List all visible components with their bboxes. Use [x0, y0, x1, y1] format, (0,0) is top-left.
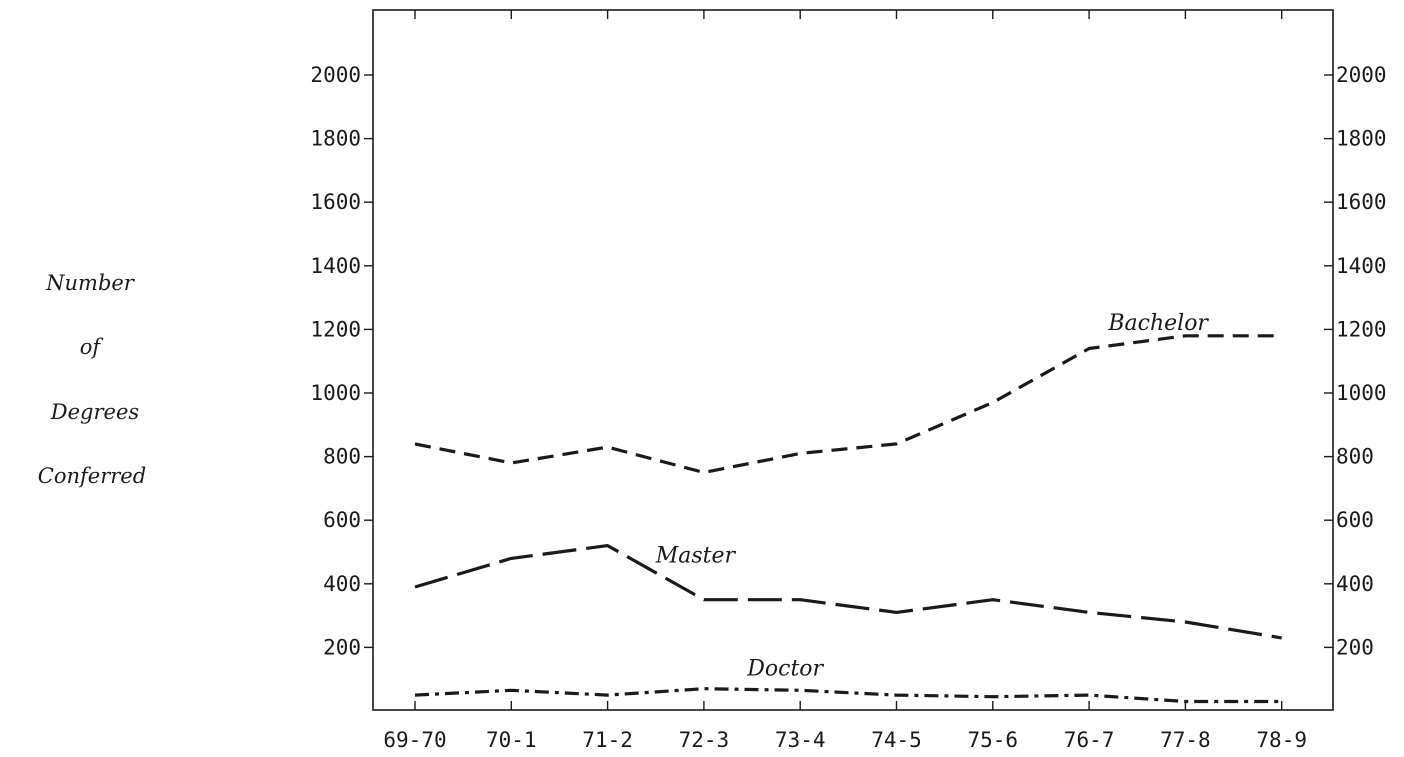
x-tick-label: 76-7 — [1064, 728, 1115, 752]
y-tick-label-left: 600 — [323, 508, 361, 532]
y-tick-label-left: 400 — [323, 572, 361, 596]
y-tick-label-left: 200 — [323, 635, 361, 659]
series-label-bachelor: Bachelor — [1107, 311, 1209, 336]
x-tick-label: 69-70 — [383, 728, 446, 752]
x-tick-label: 74-5 — [871, 728, 922, 752]
series-lines — [414, 334, 1282, 704]
y-tick-label-right: 600 — [1336, 508, 1374, 532]
x-tick-label: 70-1 — [486, 728, 537, 752]
y-axis-title-line: Degrees — [50, 400, 140, 424]
y-axis-title-line: of — [80, 335, 104, 359]
series-line-bachelor — [414, 334, 1282, 475]
y-tick-label-right: 1000 — [1336, 381, 1387, 405]
x-tick-label: 71-2 — [582, 728, 633, 752]
y-tick-label-right: 1600 — [1336, 190, 1387, 214]
x-tick-label: 77-8 — [1160, 728, 1211, 752]
series-label-master: Master — [655, 544, 737, 569]
y-tick-label-right: 1200 — [1336, 317, 1387, 341]
axis-ticks — [364, 10, 1333, 710]
y-axis-title: Number of Degrees Conferred — [38, 271, 146, 488]
y-tick-label-left: 2000 — [310, 63, 361, 87]
y-tick-label-left: 800 — [323, 445, 361, 469]
x-tick-label: 73-4 — [775, 728, 826, 752]
y-tick-label-left: 1600 — [310, 190, 361, 214]
series-line-master — [414, 543, 1282, 640]
x-tick-label: 75-6 — [968, 728, 1019, 752]
y-axis-left-labels: 200 400 600 800 1000 1200 1400 1600 1800 2000 — [310, 63, 361, 659]
x-tick-label: 78-9 — [1256, 728, 1307, 752]
x-tick-label: 72-3 — [679, 728, 730, 752]
x-axis-labels: 69-70 70-1 71-2 72-3 73-4 74-5 75-6 76-7 77-8 78-… — [383, 728, 1307, 752]
series-label-doctor: Doctor — [746, 656, 824, 681]
y-tick-label-right: 1400 — [1336, 254, 1387, 278]
y-tick-label-right: 200 — [1336, 635, 1374, 659]
y-axis-title-line: Conferred — [38, 464, 146, 488]
y-axis-right-labels: 200 400 600 800 1000 1200 1400 1600 1800 2000 — [1336, 63, 1387, 659]
plot-frame — [372, 9, 1334, 711]
y-tick-label-left: 1200 — [310, 317, 361, 341]
y-tick-label-right: 800 — [1336, 445, 1374, 469]
y-tick-label-left: 1400 — [310, 254, 361, 278]
y-tick-label-left: 1000 — [310, 381, 361, 405]
series-labels: Bachelor Master Doctor — [655, 311, 1210, 682]
series-line-doctor — [414, 687, 1282, 704]
y-axis-title-line: Number — [45, 271, 136, 295]
y-tick-label-right: 2000 — [1336, 63, 1387, 87]
y-tick-label-left: 1800 — [310, 127, 361, 151]
y-tick-label-right: 400 — [1336, 572, 1374, 596]
y-tick-label-right: 1800 — [1336, 127, 1387, 151]
